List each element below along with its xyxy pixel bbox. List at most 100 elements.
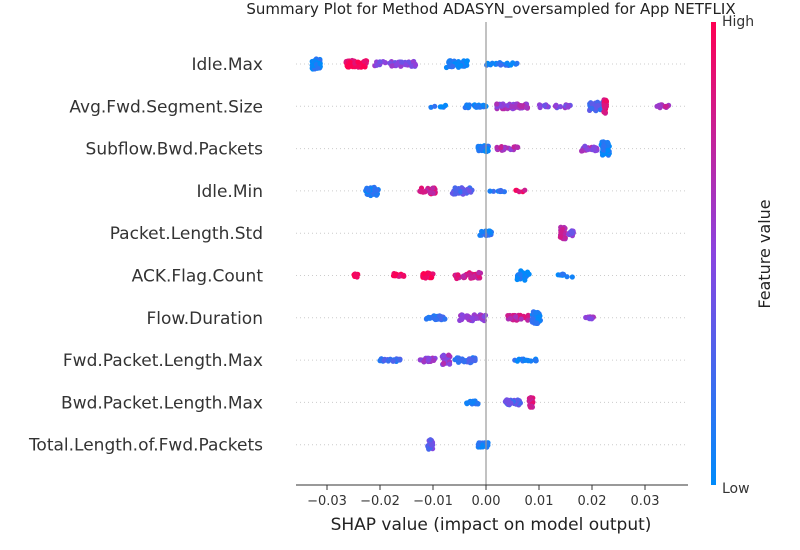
shap-point	[517, 102, 523, 109]
shap-point	[469, 274, 475, 281]
x-tick-label: 0.03	[631, 494, 660, 509]
shap-point	[377, 59, 383, 65]
shap-point	[533, 358, 539, 364]
shap-point	[439, 104, 445, 110]
shap-point	[427, 189, 433, 196]
shap-point	[591, 145, 598, 151]
shap-point	[354, 273, 360, 279]
shap-point	[440, 353, 446, 359]
shap-point	[589, 105, 595, 112]
shap-point	[498, 187, 504, 194]
shap-point	[569, 274, 575, 280]
shap-point	[422, 189, 428, 195]
shap-point	[510, 60, 516, 66]
shap-point	[475, 400, 481, 406]
shap-point	[534, 320, 540, 326]
shap-point	[524, 104, 530, 111]
shap-point	[605, 139, 611, 146]
shap-point	[558, 229, 564, 235]
shap-point	[601, 143, 607, 149]
x-tick-label: 0.00	[472, 494, 501, 509]
shap-point	[464, 400, 470, 406]
shap-point	[525, 317, 531, 323]
shap-point	[585, 147, 591, 153]
shap-point	[565, 104, 571, 110]
shap-point	[601, 147, 607, 154]
shap-point	[579, 148, 585, 154]
shap-point	[538, 103, 544, 109]
shap-point	[480, 443, 486, 450]
shap-point	[393, 271, 399, 277]
shap-point	[494, 101, 500, 107]
shap-point	[522, 187, 528, 193]
shap-point	[466, 188, 472, 194]
shap-point	[564, 274, 570, 280]
shap-point	[347, 59, 353, 65]
shap-point	[455, 359, 462, 365]
shap-point	[390, 358, 396, 364]
shap-point	[469, 400, 475, 406]
shap-point	[507, 315, 513, 322]
feature-label: Total.Length.of.Fwd.Packets	[28, 436, 263, 456]
shap-point	[486, 228, 492, 234]
shap-point	[527, 404, 534, 410]
shap-point	[397, 357, 403, 363]
shap-point	[494, 144, 500, 150]
shap-point	[452, 191, 458, 197]
x-tick-label: −0.02	[360, 494, 400, 509]
shap-point	[365, 187, 371, 193]
shap-point	[601, 109, 607, 115]
shap-point	[421, 271, 427, 277]
shap-point	[522, 357, 528, 363]
shap-point	[428, 275, 434, 281]
shap-point	[409, 63, 415, 69]
feature-label: Avg.Fwd.Segment.Size	[69, 97, 263, 117]
shap-point	[484, 146, 490, 152]
shap-point	[475, 442, 481, 448]
shap-point	[498, 145, 504, 151]
x-tick-label: −0.01	[413, 494, 453, 509]
shap-point	[427, 437, 433, 443]
shap-point	[473, 315, 479, 321]
shap-point	[429, 441, 435, 447]
shap-point	[456, 355, 462, 361]
shap-point	[600, 152, 606, 158]
shap-point	[654, 103, 660, 109]
shap-point	[389, 63, 395, 69]
shap-point	[603, 98, 609, 104]
shap-point	[361, 58, 367, 64]
shap-point	[508, 400, 514, 406]
x-tick-label: −0.03	[307, 494, 347, 509]
shap-point	[442, 102, 449, 108]
shap-point	[560, 271, 566, 277]
x-axis-ticks: −0.03 −0.02 −0.01 0.00 0.01 0.02 0.03	[307, 485, 659, 509]
shap-point	[401, 273, 407, 279]
shap-point	[425, 315, 431, 321]
shap-point	[458, 189, 464, 195]
feature-label: Idle.Max	[191, 55, 263, 75]
shap-point	[402, 62, 409, 68]
shap-point	[317, 61, 323, 67]
scatter-points	[309, 56, 672, 452]
shap-point	[469, 315, 475, 321]
colorbar	[711, 22, 716, 485]
chart-title: Summary Plot for Method ADASYN_oversampl…	[246, 0, 735, 19]
colorbar-low-label: Low	[722, 481, 750, 497]
shap-point	[524, 269, 531, 275]
shap-point	[586, 316, 593, 322]
shap-point	[399, 59, 405, 65]
x-axis-label: SHAP value (impact on model output)	[331, 515, 652, 535]
shap-point	[374, 62, 380, 68]
shap-point	[603, 104, 609, 110]
shap-point	[437, 313, 443, 319]
shap-point	[425, 357, 431, 363]
feature-label: ACK.Flag.Count	[132, 267, 264, 287]
shap-point	[498, 62, 504, 68]
row-guides	[296, 63, 688, 446]
shap-point	[557, 234, 564, 240]
shap-point	[662, 103, 669, 110]
shap-point	[514, 144, 521, 150]
shap-point	[463, 60, 469, 66]
shap-point	[455, 272, 461, 278]
shap-point	[476, 269, 482, 276]
